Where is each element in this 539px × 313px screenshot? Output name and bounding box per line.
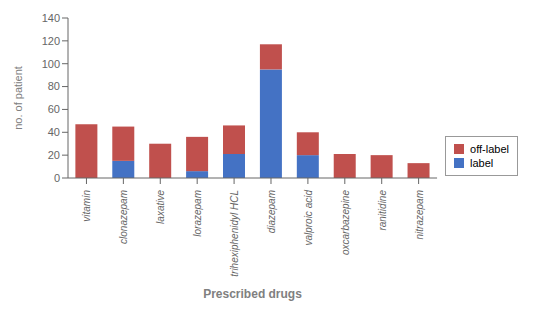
svg-text:ranitidine: ranitidine — [377, 190, 388, 231]
svg-text:no. of patient: no. of patient — [12, 66, 24, 130]
svg-text:trihexiphenidyl HCL: trihexiphenidyl HCL — [229, 190, 240, 277]
svg-text:diazepam: diazepam — [266, 190, 277, 233]
svg-text:nitrazepam: nitrazepam — [414, 190, 425, 239]
svg-text:oxcarbazepine: oxcarbazepine — [340, 190, 351, 255]
svg-text:laxative: laxative — [155, 190, 166, 224]
svg-text:0: 0 — [54, 172, 60, 184]
svg-text:100: 100 — [42, 58, 60, 70]
svg-text:60: 60 — [48, 103, 60, 115]
svg-text:valproic acid: valproic acid — [303, 190, 314, 246]
svg-text:40: 40 — [48, 126, 60, 138]
html-text:off-label: off-label — [470, 142, 509, 155]
svg-text:120: 120 — [42, 35, 60, 47]
svg-text:20: 20 — [48, 149, 60, 161]
html-text:label: label — [470, 156, 494, 169]
svg-text:lorazepam: lorazepam — [192, 190, 203, 237]
svg-text:80: 80 — [48, 80, 60, 92]
svg-text:clonazepam: clonazepam — [118, 190, 129, 244]
svg-text:Prescribed drugs: Prescribed drugs — [203, 287, 302, 301]
svg-text:140: 140 — [42, 12, 60, 24]
svg-text:vitamin: vitamin — [81, 190, 92, 222]
